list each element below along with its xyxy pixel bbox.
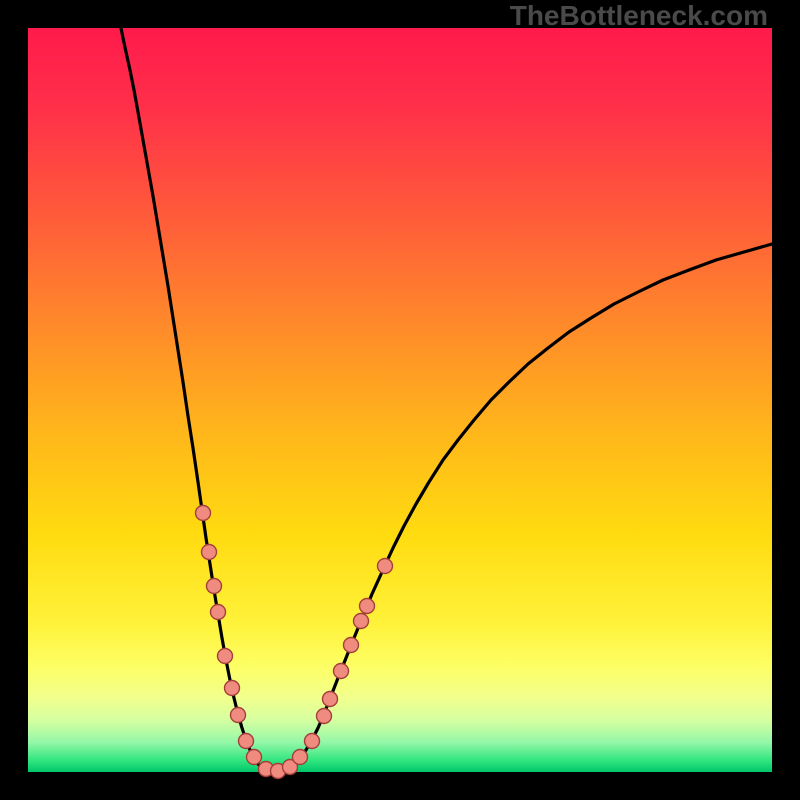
data-marker: [196, 506, 211, 521]
data-marker: [218, 649, 233, 664]
data-marker: [247, 750, 262, 765]
data-marker: [323, 692, 338, 707]
data-marker: [225, 681, 240, 696]
data-marker: [334, 664, 349, 679]
data-marker: [360, 599, 375, 614]
data-marker: [231, 708, 246, 723]
data-marker: [293, 750, 308, 765]
data-marker: [202, 545, 217, 560]
watermark-label: TheBottleneck.com: [510, 0, 768, 32]
data-marker: [211, 605, 226, 620]
data-marker: [317, 709, 332, 724]
data-marker: [239, 734, 254, 749]
data-marker: [378, 559, 393, 574]
data-marker: [305, 734, 320, 749]
chart-frame: TheBottleneck.com: [0, 0, 800, 800]
data-marker: [344, 638, 359, 653]
data-marker: [354, 614, 369, 629]
curve-layer: [28, 28, 772, 772]
plot-area: [28, 28, 772, 772]
data-marker: [207, 579, 222, 594]
